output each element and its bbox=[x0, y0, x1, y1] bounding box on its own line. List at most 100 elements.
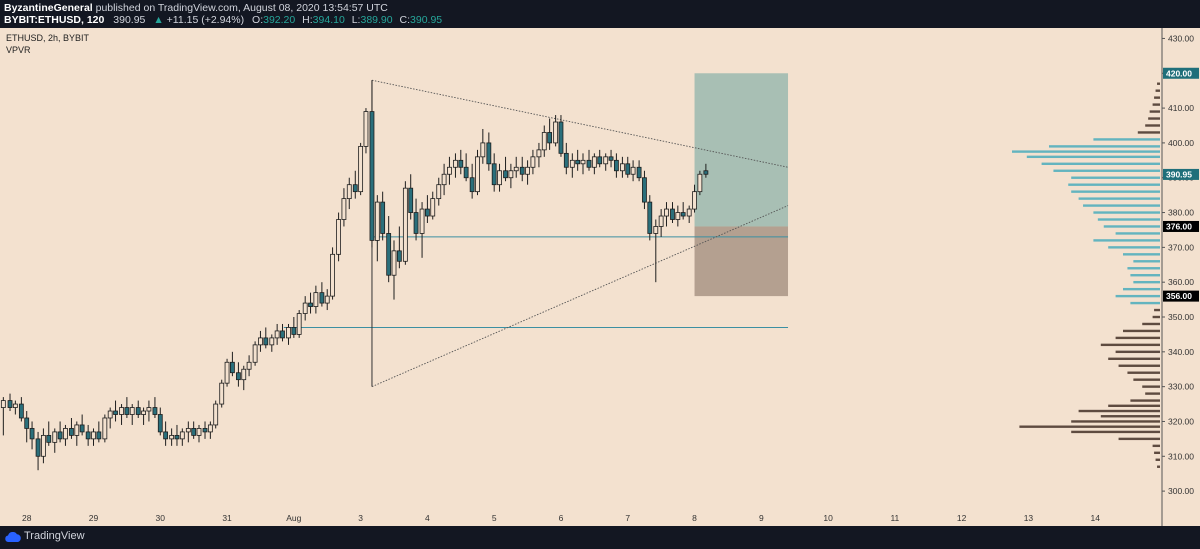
volume-profile-bar bbox=[1148, 117, 1160, 120]
volume-profile-bar bbox=[1152, 315, 1160, 319]
price-change: +11.15 (+2.94%) bbox=[166, 14, 245, 26]
candle-down bbox=[319, 292, 325, 304]
candle-down bbox=[547, 132, 553, 144]
volume-profile-bar bbox=[1026, 155, 1160, 159]
candle-up bbox=[258, 337, 263, 346]
candle-up bbox=[508, 170, 514, 179]
long-stop-zone bbox=[694, 226, 789, 297]
candle-down bbox=[575, 159, 581, 165]
candle-up bbox=[513, 166, 519, 172]
volume-profile-bar bbox=[1115, 336, 1160, 340]
price-tag-box bbox=[1163, 220, 1199, 232]
volume-profile-bar bbox=[1123, 253, 1160, 256]
candle-up bbox=[391, 250, 397, 276]
volume-profile-bar bbox=[1071, 190, 1160, 193]
volume-profile-bar bbox=[1154, 451, 1160, 455]
volume-profile-bar bbox=[1142, 385, 1160, 388]
candle-down bbox=[163, 431, 169, 440]
candle-up bbox=[241, 368, 247, 381]
candle-up bbox=[475, 156, 480, 193]
volume-profile-bar bbox=[1157, 82, 1160, 85]
candle-up bbox=[185, 428, 191, 433]
volume-profile-bar bbox=[1133, 280, 1160, 284]
candle-down bbox=[642, 177, 647, 203]
time-tick-label: 9 bbox=[759, 513, 764, 523]
candle-up bbox=[41, 434, 46, 457]
volume-profile-bar bbox=[1118, 437, 1160, 441]
price-tick-label: 330.00 bbox=[1168, 382, 1194, 392]
volume-profile-bar bbox=[1108, 404, 1160, 407]
volume-profile-bar bbox=[1130, 274, 1160, 277]
candle-down bbox=[229, 361, 235, 374]
candle-down bbox=[202, 428, 208, 433]
candle-down bbox=[35, 438, 41, 457]
candle-up bbox=[580, 159, 586, 165]
candle-up bbox=[336, 219, 341, 255]
candle-up bbox=[269, 337, 275, 346]
candle-down bbox=[558, 121, 564, 154]
candle-up bbox=[207, 424, 213, 433]
volume-profile-bar bbox=[1093, 239, 1160, 242]
candle-up bbox=[553, 121, 559, 144]
volume-profile-bar bbox=[1130, 301, 1160, 305]
time-tick-label: 10 bbox=[823, 513, 833, 523]
price-tick-label: 370.00 bbox=[1168, 242, 1194, 252]
tradingview-brand[interactable]: TradingView bbox=[24, 530, 85, 542]
candle-down bbox=[680, 212, 686, 217]
position-zones[interactable] bbox=[694, 73, 789, 297]
price-tag-box bbox=[1163, 290, 1199, 302]
low-label: L: bbox=[351, 14, 361, 26]
publish-header: ByzantineGeneral published on TradingVie… bbox=[0, 0, 1200, 28]
candle-down bbox=[46, 434, 52, 443]
candle-up bbox=[686, 208, 692, 217]
candle-up bbox=[324, 295, 330, 304]
candle-down bbox=[608, 156, 614, 161]
change-arrow-icon: ▲ bbox=[153, 14, 164, 26]
time-axis[interactable]: 28 29 30 31 Aug 3 4 5 6 7 8 9 10 11 12 13 14 bbox=[22, 513, 1100, 523]
candle-down bbox=[24, 417, 30, 429]
candle-down bbox=[174, 434, 180, 440]
volume-profile bbox=[1012, 82, 1160, 468]
candle-up bbox=[246, 361, 252, 370]
volume-profile-bar bbox=[1115, 232, 1160, 235]
candle-down bbox=[236, 372, 241, 381]
volume-profile-bar bbox=[1093, 211, 1160, 214]
time-axis-background bbox=[0, 512, 1200, 526]
volume-profile-bar bbox=[1142, 322, 1160, 326]
volume-profile-bar bbox=[1097, 218, 1160, 221]
volume-profile-bar bbox=[1130, 399, 1160, 402]
candle-down bbox=[425, 208, 430, 217]
author-name[interactable]: ByzantineGeneral bbox=[4, 2, 93, 14]
candle-up bbox=[525, 166, 530, 175]
candle-down bbox=[636, 166, 642, 179]
volume-profile-bar bbox=[1078, 409, 1160, 413]
candle-up bbox=[436, 184, 442, 200]
last-price: 390.95 bbox=[113, 14, 146, 26]
candle-down bbox=[703, 170, 709, 175]
time-tick-label: 14 bbox=[1090, 513, 1100, 523]
volume-profile-bar bbox=[1137, 131, 1160, 134]
volume-profile-bar bbox=[1100, 415, 1160, 418]
triangle-trend-line bbox=[371, 79, 789, 168]
candle-down bbox=[85, 431, 91, 440]
volume-profile-bar bbox=[1154, 308, 1160, 312]
candle-up bbox=[196, 428, 202, 436]
candle-up bbox=[119, 407, 124, 415]
candle-up bbox=[296, 313, 302, 335]
publish-info: ByzantineGeneral published on TradingVie… bbox=[4, 2, 388, 14]
volume-profile-bar bbox=[1100, 343, 1160, 347]
volume-profile-bar bbox=[1154, 96, 1160, 99]
candle-down bbox=[113, 410, 118, 415]
volume-profile-bar bbox=[1041, 162, 1160, 165]
candle-up bbox=[675, 212, 681, 220]
candle-up bbox=[330, 253, 335, 297]
price-tag-label: 390.95 bbox=[1166, 169, 1192, 179]
high-label: H: bbox=[302, 14, 313, 26]
candle-down bbox=[157, 414, 163, 433]
price-tick-label: 360.00 bbox=[1168, 277, 1194, 287]
candle-down bbox=[263, 337, 269, 346]
volume-profile-bar bbox=[1093, 138, 1160, 141]
candle-up bbox=[536, 149, 542, 158]
candle-up bbox=[541, 132, 547, 151]
